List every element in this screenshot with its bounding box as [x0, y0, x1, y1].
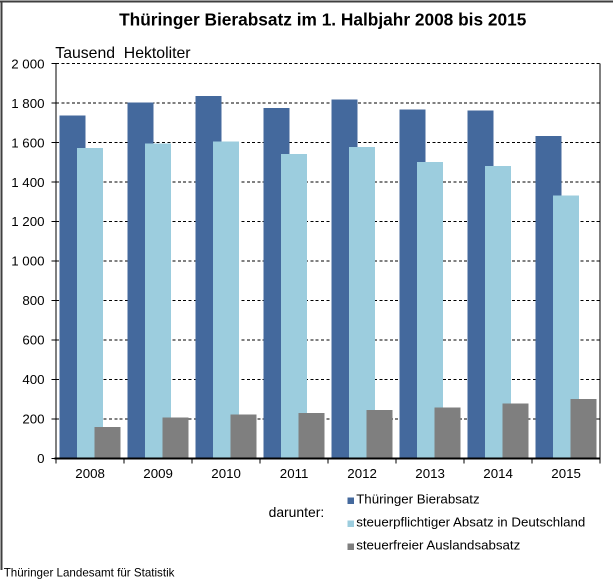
- svg-text:1 800: 1 800: [11, 96, 44, 111]
- svg-text:2009: 2009: [143, 466, 173, 481]
- svg-text:2011: 2011: [280, 466, 309, 481]
- svg-text:1 600: 1 600: [11, 135, 44, 150]
- svg-text:darunter:: darunter:: [269, 504, 325, 520]
- svg-text:2010: 2010: [211, 466, 241, 481]
- svg-text:2013: 2013: [415, 466, 445, 481]
- svg-text:400: 400: [22, 372, 44, 387]
- svg-text:Thüringer Bierabsatz: Thüringer Bierabsatz: [356, 491, 479, 506]
- svg-text:1 400: 1 400: [11, 175, 44, 190]
- svg-text:1 000: 1 000: [11, 254, 44, 269]
- svg-text:2012: 2012: [347, 466, 377, 481]
- svg-text:Thüringer Bierabsatz im 1. Hal: Thüringer Bierabsatz im 1. Halbjahr 2008…: [119, 10, 527, 30]
- svg-text:2014: 2014: [483, 466, 513, 481]
- svg-text:2 000: 2 000: [11, 56, 44, 71]
- svg-text:Thüringer Landesamt für Statis: Thüringer Landesamt für Statistik: [4, 566, 175, 579]
- svg-text:200: 200: [22, 412, 44, 427]
- svg-text:2015: 2015: [551, 466, 581, 481]
- svg-text:2008: 2008: [75, 466, 105, 481]
- svg-text:800: 800: [22, 293, 44, 308]
- svg-text:0: 0: [37, 451, 44, 466]
- svg-text:steuerpflichtiger Absatz in De: steuerpflichtiger Absatz in Deutschland: [356, 514, 585, 529]
- svg-text:600: 600: [22, 333, 44, 348]
- svg-text:1 200: 1 200: [11, 214, 44, 229]
- svg-text:Tausend Hektoliter: Tausend Hektoliter: [55, 45, 190, 62]
- svg-text:steuerfreier Auslandsabsatz: steuerfreier Auslandsabsatz: [356, 537, 520, 552]
